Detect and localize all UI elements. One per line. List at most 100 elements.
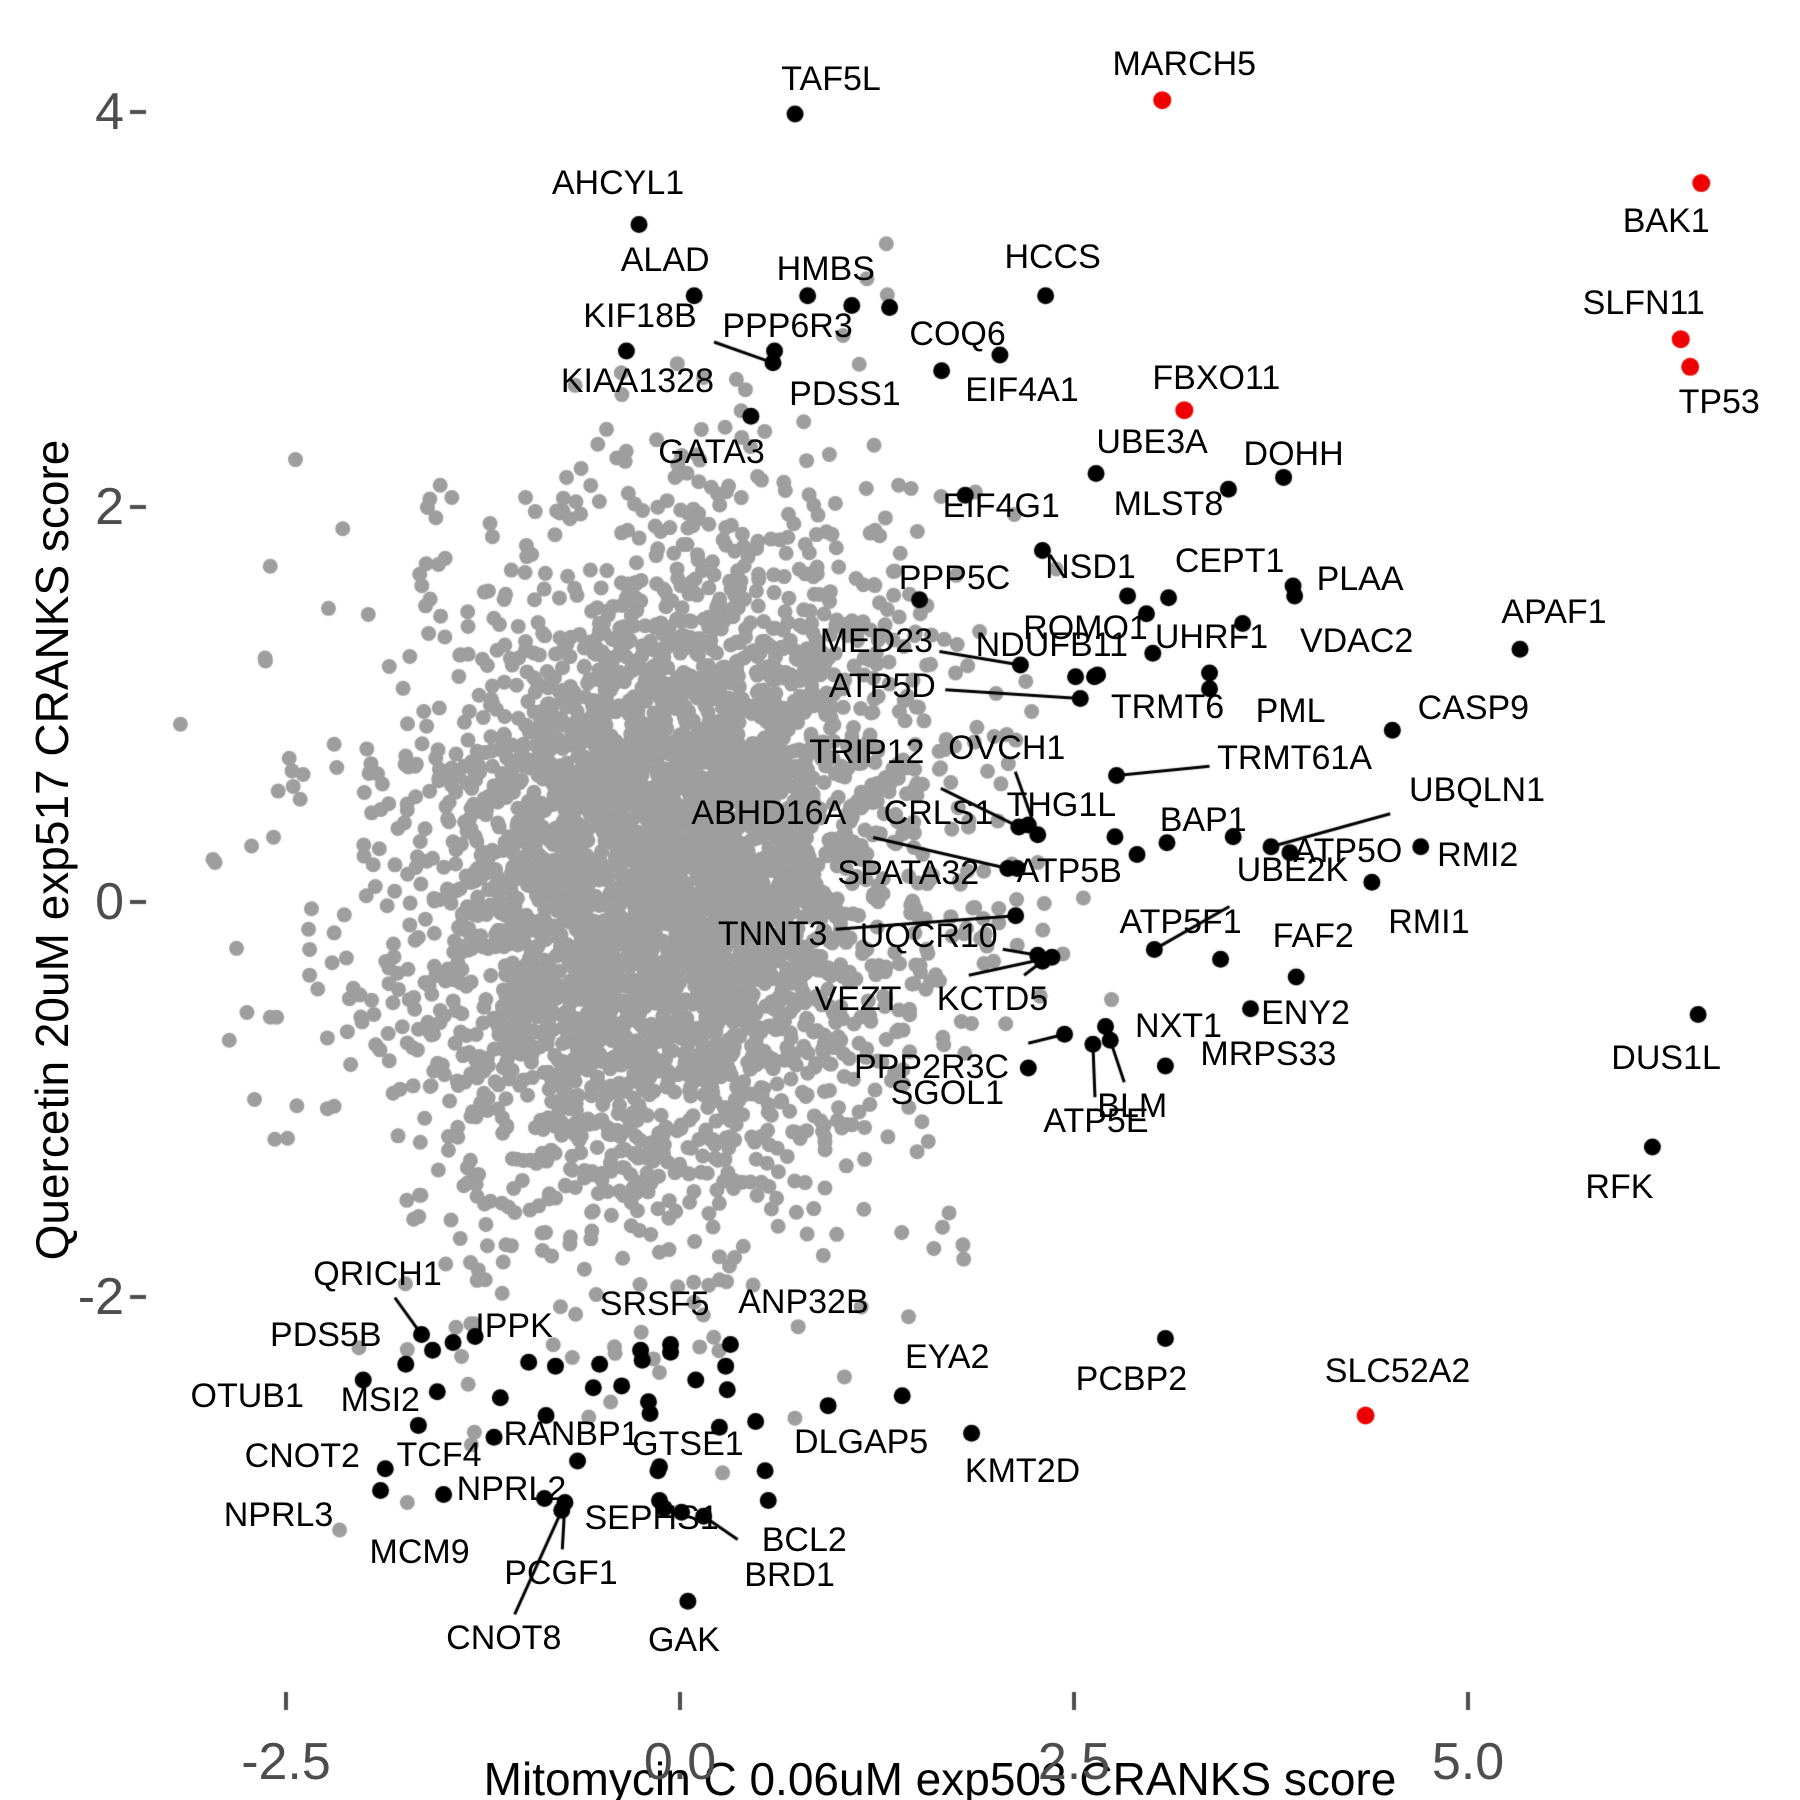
gene-label-pds5b: PDS5B [270, 1316, 382, 1355]
gene-label-ahcyl1: AHCYL1 [551, 163, 685, 202]
gene-label-plaa: PLAA [1316, 560, 1404, 598]
gene-label-nxt1: NXT1 [1135, 1007, 1222, 1046]
gene-label-atp5b: ATP5B [1016, 852, 1122, 891]
gene-label-slfn11: SLFN11 [1582, 284, 1705, 323]
gene-label-rmi1: RMI1 [1388, 903, 1470, 942]
gene-label-eny2: ENY2 [1261, 993, 1350, 1032]
gene-label-cept1: CEPT1 [1174, 541, 1285, 580]
gene-label-thg1l: THG1L [1006, 786, 1117, 825]
gene-label-ube2k: UBE2K [1236, 851, 1349, 890]
gene-label-fbxo11: FBXO11 [1152, 359, 1281, 398]
gene-label-nsd1: NSD1 [1045, 548, 1136, 587]
gene-label-coq6: COQ6 [909, 314, 1006, 353]
gene-label-cnot8: CNOT8 [446, 1619, 562, 1658]
y-tick-label--2: -2 [77, 1268, 124, 1326]
gene-label-apaf1: APAF1 [1501, 593, 1607, 632]
gene-label-eya2: EYA2 [904, 1337, 990, 1376]
gene-label-pcbp2: PCBP2 [1075, 1360, 1188, 1399]
gene-label-hmbs: HMBS [776, 249, 875, 288]
gene-label-kif18b: KIF18B [583, 296, 697, 335]
gene-label-gata3: GATA3 [658, 432, 765, 471]
gene-label-rfk: RFK [1585, 1167, 1654, 1206]
gene-label-hccs: HCCS [1004, 237, 1101, 276]
gene-label-dus1l: DUS1L [1611, 1038, 1721, 1077]
y-tick-label-0: 0 [95, 873, 124, 931]
gene-label-bap1: BAP1 [1159, 800, 1247, 839]
gene-label-abhd16a: ABHD16A [691, 794, 847, 833]
gene-label-bcl2: BCL2 [761, 1521, 847, 1560]
gene-label-med23: MED23 [819, 622, 934, 660]
x-tick-label--2.5: -2.5 [241, 1733, 331, 1791]
gene-label-blm: BLM [1097, 1087, 1168, 1126]
gene-label-vezt: VEZT [814, 980, 902, 1019]
x-tick-label-0.0: 0.0 [643, 1733, 717, 1791]
gene-label-kiaa1328: KIAA1328 [560, 361, 714, 400]
gene-label-nprl2: NPRL2 [456, 1470, 567, 1509]
gene-label-atp5d: ATP5D [828, 666, 936, 705]
y-axis-title: Quercetin 20uM exp517 CRANKS score [26, 439, 78, 1261]
gene-label-casp9: CASP9 [1417, 689, 1530, 728]
gene-label-rmi2: RMI2 [1437, 835, 1519, 874]
gene-label-bak1: BAK1 [1622, 202, 1710, 241]
gene-label-pdss1: PDSS1 [789, 375, 901, 414]
gene-label-tnnt3: TNNT3 [717, 914, 828, 953]
gene-label-anp32b: ANP32B [738, 1283, 869, 1322]
gene-label-ppp2r3c: PPP2R3C [854, 1048, 1010, 1087]
gene-label-kmt2d: KMT2D [964, 1452, 1081, 1491]
gene-label-dlgap5: DLGAP5 [794, 1422, 929, 1461]
gene-label-ndufb11: NDUFB11 [975, 626, 1128, 665]
gene-label-uhrf1: UHRF1 [1154, 617, 1269, 656]
gene-label-qrich1: QRICH1 [313, 1254, 442, 1293]
gene-label-atp5e: ATP5E [1043, 1102, 1149, 1141]
gene-label-spata32: SPATA32 [837, 853, 980, 892]
gene-label-tp53: TP53 [1678, 382, 1760, 421]
gene-label-brd1: BRD1 [744, 1556, 835, 1595]
gene-label-march5: MARCH5 [1112, 45, 1257, 84]
gene-label-crls1: CRLS1 [883, 794, 994, 833]
gene-label-dohh: DOHH [1243, 435, 1344, 474]
gene-label-ippk: IPPK [475, 1307, 553, 1346]
gene-label-gtse1: GTSE1 [632, 1424, 744, 1463]
gene-label-atp5f1: ATP5F1 [1119, 903, 1242, 942]
gene-label-alad: ALAD [620, 240, 710, 279]
gene-label-tcf4: TCF4 [396, 1436, 482, 1475]
gene-label-mcm9: MCM9 [369, 1532, 470, 1571]
gene-label-trmt61a: TRMT61A [1217, 738, 1373, 777]
gene-label-faf2: FAF2 [1272, 917, 1354, 956]
gene-label-vdac2: VDAC2 [1299, 621, 1414, 660]
gene-label-trip12: TRIP12 [809, 732, 925, 771]
gene-label-ubqln1: UBQLN1 [1408, 770, 1546, 809]
gene-label-sgol1: SGOL1 [890, 1073, 1004, 1112]
gene-label-eif4g1: EIF4G1 [942, 487, 1060, 526]
gene-label-cnot2: CNOT2 [244, 1436, 360, 1475]
gene-label-pcgf1: PCGF1 [504, 1554, 618, 1593]
gene-label-uqcr10: UQCR10 [859, 917, 998, 956]
x-tick-label-5.0: 5.0 [1431, 1733, 1505, 1791]
gene-label-atp5o: ATP5O [1293, 831, 1403, 870]
gene-label-mrps33: MRPS33 [1200, 1034, 1337, 1073]
gene-label-kctd5: KCTD5 [936, 980, 1049, 1019]
y-tick-label-2: 2 [95, 478, 124, 536]
gene-label-ube3a: UBE3A [1096, 423, 1208, 462]
gene-label-sephs1: SEPHS1 [584, 1499, 719, 1538]
gene-label-otub1: OTUB1 [190, 1376, 304, 1415]
gene-label-gak: GAK [647, 1621, 720, 1660]
gene-label-romo1: ROMO1 [1023, 608, 1148, 647]
gene-label-nprl3: NPRL3 [223, 1495, 334, 1534]
gene-label-ppp6r3: PPP6R3 [722, 306, 853, 345]
x-tick-label-2.5: 2.5 [1037, 1733, 1111, 1791]
gene-label-mlst8: MLST8 [1113, 485, 1224, 524]
x-axis-title: Mitomycin C 0.06uM exp503 CRANKS score [483, 1753, 1397, 1800]
gene-label-ovch1: OVCH1 [948, 728, 1066, 767]
gene-label-eif4a1: EIF4A1 [965, 370, 1079, 409]
gene-label-ranbp1: RANBP1 [503, 1414, 640, 1453]
gene-label-msi2: MSI2 [340, 1380, 420, 1419]
gene-label-pml: PML [1255, 691, 1326, 730]
gene-label-srsf5: SRSF5 [599, 1285, 710, 1324]
gene-label-ppp5c: PPP5C [898, 558, 1011, 597]
y-tick-label-4: 4 [95, 83, 124, 141]
gene-label-trmt6: TRMT6 [1110, 687, 1225, 726]
gene-label-slc52a2: SLC52A2 [1324, 1351, 1471, 1390]
